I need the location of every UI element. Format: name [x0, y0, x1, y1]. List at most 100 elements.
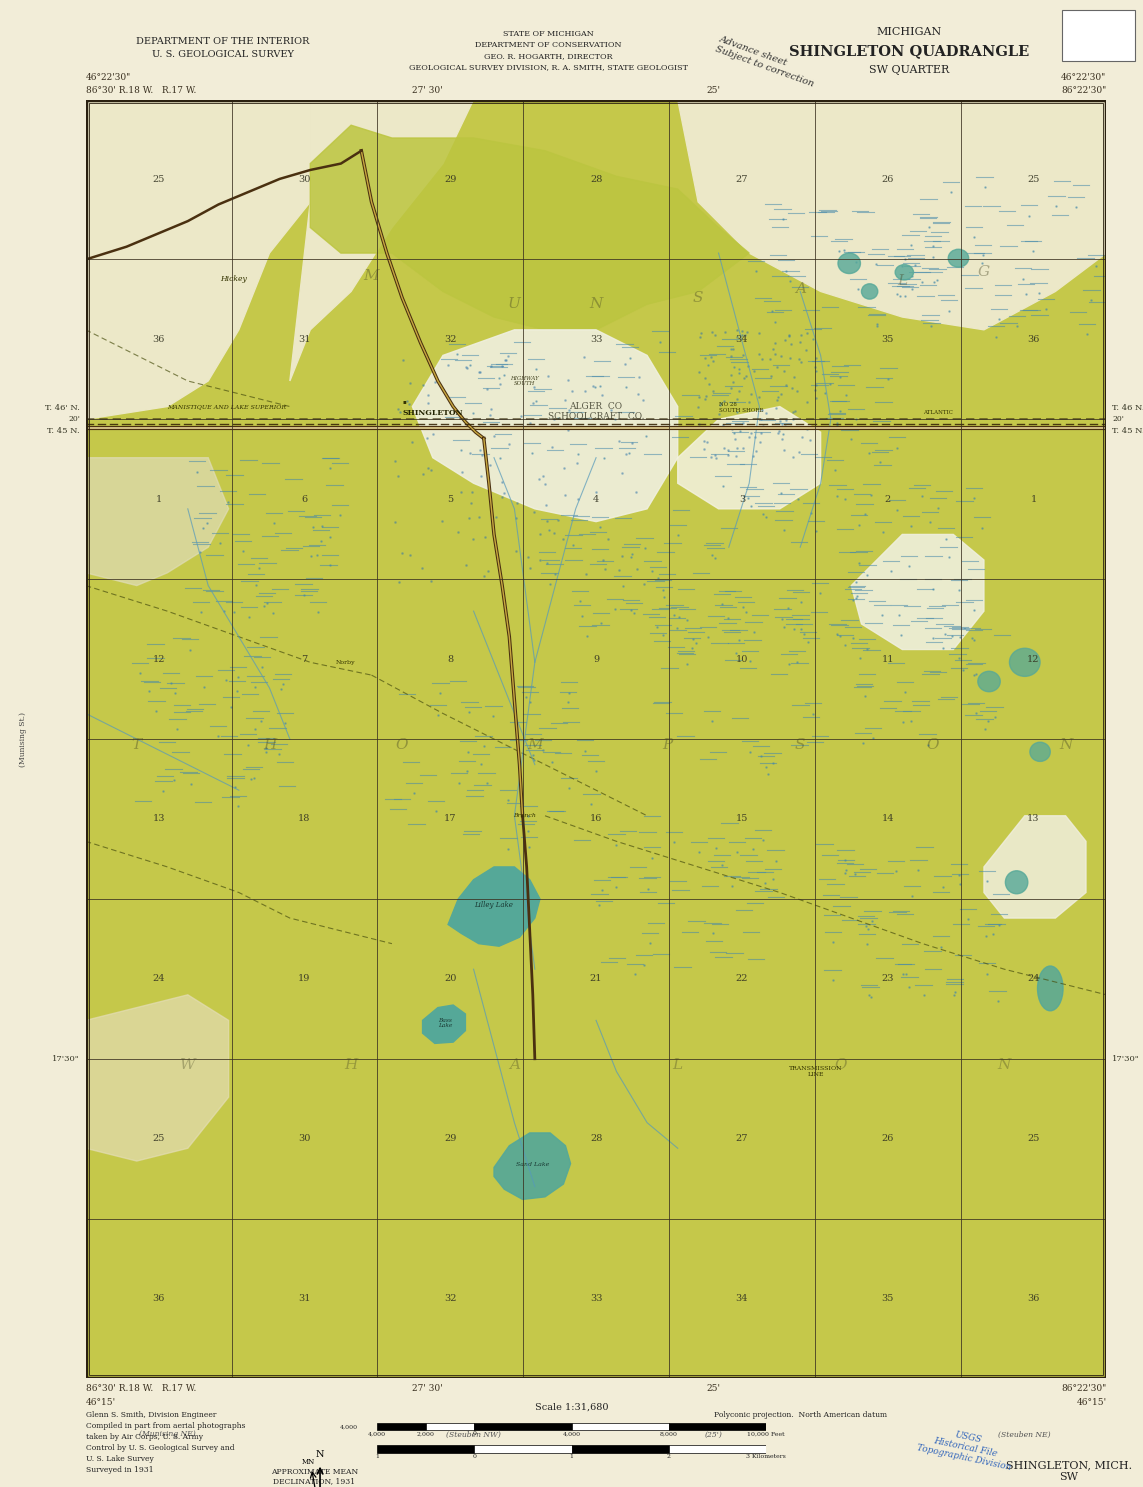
Text: 46°22'30": 46°22'30" [1061, 73, 1106, 82]
Text: 17'30": 17'30" [1112, 1054, 1140, 1063]
Text: 22: 22 [736, 974, 749, 983]
Text: 36: 36 [152, 1294, 165, 1303]
Text: 0: 0 [472, 1432, 477, 1436]
Text: APPROXIMATE MEAN
DECLINATION, 1931: APPROXIMATE MEAN DECLINATION, 1931 [271, 1468, 358, 1486]
Text: Polyconic projection.  North American datum: Polyconic projection. North American dat… [713, 1411, 887, 1419]
Text: P: P [663, 739, 672, 752]
Bar [426, 1423, 474, 1430]
Text: S: S [693, 291, 703, 305]
Text: 13: 13 [1028, 815, 1040, 824]
Text: G: G [978, 265, 990, 280]
Text: 25': 25' [706, 86, 720, 95]
Text: 21: 21 [590, 974, 602, 983]
Text: TRANSMISSION
LINE: TRANSMISSION LINE [789, 1066, 842, 1077]
Text: 17: 17 [443, 815, 456, 824]
Text: 20': 20' [69, 415, 80, 424]
Text: Scale 1:31,680: Scale 1:31,680 [535, 1402, 608, 1411]
Polygon shape [310, 125, 749, 330]
Text: O: O [834, 1059, 847, 1072]
Text: 33: 33 [590, 335, 602, 343]
Ellipse shape [1006, 871, 1028, 894]
Text: 8,000: 8,000 [660, 1432, 678, 1436]
Polygon shape [86, 995, 229, 1161]
Text: 0: 0 [472, 1454, 477, 1459]
Text: SCHOOLCRAFT  CO.: SCHOOLCRAFT CO. [547, 412, 645, 421]
Text: H: H [344, 1059, 358, 1072]
Text: MICHIGAN: MICHIGAN [876, 27, 942, 37]
Text: 13: 13 [152, 815, 165, 824]
Text: S: S [796, 739, 806, 752]
Text: 27' 30': 27' 30' [413, 1384, 443, 1393]
Polygon shape [413, 330, 678, 522]
Text: Branch: Branch [513, 813, 536, 818]
Text: Hickey: Hickey [221, 275, 247, 283]
Text: MANISTIQUE AND LAKE SUPERIOR: MANISTIQUE AND LAKE SUPERIOR [167, 404, 287, 409]
Text: N: N [1058, 739, 1072, 752]
Text: 34: 34 [736, 1294, 749, 1303]
Text: 15: 15 [736, 815, 748, 824]
Polygon shape [494, 1133, 570, 1200]
Ellipse shape [1009, 648, 1040, 677]
Text: 25': 25' [706, 1384, 720, 1393]
Text: O: O [395, 739, 408, 752]
Text: 20': 20' [1112, 415, 1124, 424]
Text: 26: 26 [881, 1135, 894, 1144]
Text: 36: 36 [1028, 1294, 1040, 1303]
Text: USGS
Historical File
Topographic Division: USGS Historical File Topographic Divisio… [916, 1423, 1016, 1472]
Text: W: W [179, 1059, 195, 1072]
Text: 24: 24 [152, 974, 165, 983]
Text: 28: 28 [590, 175, 602, 184]
Polygon shape [678, 406, 821, 509]
Text: Lilley Lake: Lilley Lake [474, 901, 513, 909]
Text: 12: 12 [152, 654, 165, 663]
Text: (Steuben NW): (Steuben NW) [446, 1430, 501, 1438]
Text: SHINGLETON QUADRANGLE: SHINGLETON QUADRANGLE [789, 45, 1029, 58]
FancyBboxPatch shape [1062, 10, 1135, 61]
Text: Inspection and Editing.: Inspection and Editing. [1062, 40, 1135, 45]
Text: 46°15': 46°15' [1077, 1398, 1106, 1407]
Text: 36: 36 [152, 335, 165, 343]
Text: 24: 24 [1028, 974, 1040, 983]
Text: 9: 9 [593, 654, 599, 663]
Text: 25: 25 [152, 175, 165, 184]
Polygon shape [448, 867, 539, 946]
Text: NO 28
SOUTH SHORE: NO 28 SOUTH SHORE [719, 401, 764, 413]
Polygon shape [984, 816, 1086, 917]
Bar [377, 1423, 425, 1430]
Text: 10: 10 [736, 654, 748, 663]
Text: (Steuben NE): (Steuben NE) [999, 1430, 1052, 1438]
Text: SW QUARTER: SW QUARTER [869, 65, 949, 76]
Text: 12: 12 [1028, 654, 1040, 663]
Text: Glenn S. Smith, Division Engineer
Compiled in part from aerial photographs
taken: Glenn S. Smith, Division Engineer Compil… [86, 1411, 246, 1474]
Bar [669, 1423, 766, 1430]
Text: FILE COPY: FILE COPY [1064, 25, 1133, 36]
Text: 35: 35 [881, 335, 894, 343]
Text: 11: 11 [881, 654, 894, 663]
Text: 27: 27 [736, 1135, 749, 1144]
Text: 16: 16 [590, 815, 602, 824]
Text: U. S. G. S.: U. S. G. S. [1080, 15, 1117, 22]
Text: Norby: Norby [336, 660, 355, 665]
Text: N: N [590, 297, 602, 311]
Text: 31: 31 [298, 1294, 311, 1303]
Text: ▪: ▪ [402, 399, 406, 404]
Text: SHINGLETON, MICH.
SW: SHINGLETON, MICH. SW [1006, 1460, 1132, 1483]
Text: T. 45 N.: T. 45 N. [47, 427, 80, 434]
Text: 86°30' R.18 W.   R.17 W.: 86°30' R.18 W. R.17 W. [86, 1384, 197, 1393]
Text: 33: 33 [590, 1294, 602, 1303]
Text: 2: 2 [666, 1454, 671, 1459]
Text: 6: 6 [302, 495, 307, 504]
Text: H: H [263, 739, 277, 752]
Text: (25'): (25') [704, 1430, 722, 1438]
Text: L: L [673, 1059, 682, 1072]
Text: 1: 1 [569, 1454, 574, 1459]
Text: HIGHWAY
SOUTH: HIGHWAY SOUTH [510, 376, 539, 387]
Text: 18: 18 [298, 815, 311, 824]
Text: 46°22'30": 46°22'30" [86, 73, 131, 82]
Text: 10,000 Feet: 10,000 Feet [748, 1432, 784, 1436]
Ellipse shape [862, 284, 878, 299]
Bar [474, 1423, 572, 1430]
Text: T. 45 N.: T. 45 N. [1112, 427, 1143, 434]
Text: 1: 1 [155, 495, 162, 504]
Text: N: N [315, 1450, 325, 1459]
